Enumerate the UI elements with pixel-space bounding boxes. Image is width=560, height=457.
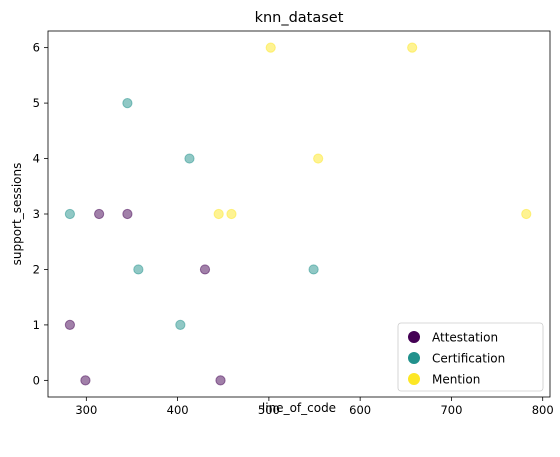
- y-tick-label: 2: [33, 262, 40, 276]
- chart-title: knn_dataset: [255, 10, 344, 26]
- x-tick-label: 400: [167, 403, 189, 417]
- data-point-certification-5: [308, 264, 319, 275]
- legend-label-mention: Mention: [432, 373, 480, 387]
- data-point-mention-1: [226, 208, 237, 220]
- legend-marker-attestation: [408, 331, 420, 343]
- data-point-attestation-3: [122, 208, 133, 220]
- x-tick-label: 300: [75, 403, 97, 417]
- x-tick-label: 800: [532, 403, 554, 417]
- data-point-attestation-0: [64, 319, 76, 331]
- y-axis: 0 1 2 3 4 5 6: [33, 41, 48, 387]
- data-point-mention-2: [265, 42, 276, 53]
- x-axis: 300 400 500 600 700 800: [75, 397, 554, 417]
- data-point-certification-0: [64, 208, 76, 220]
- x-tick-label: 600: [349, 403, 371, 417]
- legend-label-attestation: Attestation: [432, 331, 498, 345]
- data-point-certification-2: [133, 264, 144, 275]
- x-axis-label: line_of_code: [262, 401, 336, 415]
- data-point-attestation-1: [80, 375, 91, 386]
- data-point-attestation-2: [94, 208, 105, 220]
- legend-marker-mention: [408, 373, 420, 385]
- data-point-certification-3: [175, 319, 186, 331]
- legend-marker-certification: [408, 352, 420, 364]
- legend: Attestation Certification Mention: [397, 322, 544, 392]
- data-point-certification-1: [122, 97, 133, 109]
- y-tick-label: 3: [33, 207, 40, 221]
- y-tick-label: 0: [33, 373, 40, 387]
- data-point-attestation-5: [215, 375, 226, 386]
- data-point-certification-4: [184, 153, 195, 164]
- x-tick-label: 700: [440, 403, 462, 417]
- data-point-mention-4: [407, 42, 418, 53]
- legend-box: [397, 322, 544, 392]
- y-tick-label: 4: [33, 152, 40, 166]
- data-point-attestation-4: [199, 264, 211, 275]
- y-axis-label: support_sessions: [10, 163, 24, 266]
- y-tick-label: 1: [33, 318, 40, 332]
- y-tick-label: 6: [33, 41, 40, 55]
- legend-label-certification: Certification: [432, 352, 505, 366]
- data-point-mention-5: [521, 208, 532, 220]
- y-tick-label: 5: [33, 96, 40, 110]
- x-tick-label: 500: [258, 403, 280, 417]
- data-point-mention-3: [313, 153, 324, 164]
- data-point-mention-0: [213, 208, 224, 220]
